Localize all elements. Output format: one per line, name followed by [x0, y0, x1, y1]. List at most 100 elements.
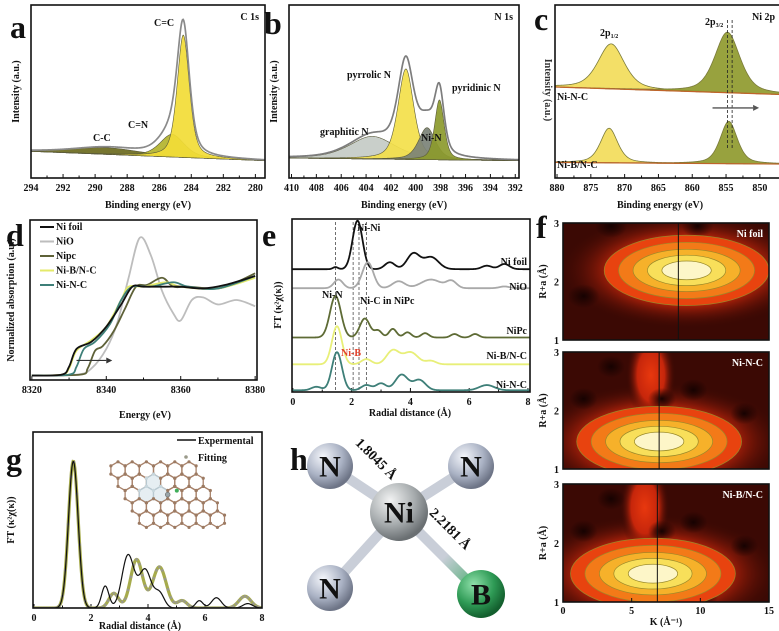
atom-n: [448, 443, 494, 489]
y-axis-label: FT (κ²χ(κ)): [6, 496, 17, 543]
lattice-atom: [187, 460, 191, 464]
lattice-atom: [130, 476, 134, 480]
y-tick-label: 2: [554, 278, 559, 289]
lattice-ring: [138, 510, 155, 529]
lattice-atom: [201, 501, 205, 505]
series-label: Ni-B/N-C: [486, 351, 527, 362]
lattice-atom: [194, 521, 198, 525]
lattice-atom: [109, 464, 113, 468]
fitting-marker: [112, 591, 116, 595]
ni-b-n-structure-model: N N N Ni B: [307, 443, 505, 618]
x-tick-label: 408: [309, 183, 324, 194]
legend-entry: Ni foil: [56, 222, 83, 233]
arrow-head-icon: [106, 357, 113, 364]
atom-n-label: N: [460, 451, 482, 484]
x-axis-label: Binding energy (eV): [361, 200, 447, 211]
lattice-atom: [116, 460, 120, 464]
lattice-atom: [137, 488, 141, 493]
panel-d-frame: [29, 219, 258, 381]
fitting-marker: [126, 588, 130, 592]
x-tick-label: 8380: [245, 385, 265, 396]
lattice-atom: [151, 464, 156, 468]
fitting-marker: [149, 585, 153, 588]
lattice-ring: [181, 510, 197, 529]
fitting-marker: [166, 587, 170, 591]
peak-annotation: Ni-Ni: [357, 223, 381, 234]
contour-level: [661, 260, 712, 281]
heatmap-ni-n-c: [563, 352, 769, 469]
lattice-atom: [173, 476, 177, 480]
peak-annotation: Ni-C in NiPc: [360, 296, 415, 307]
panel-d-plot: [31, 236, 256, 377]
graphene-lattice-inset: [109, 460, 227, 530]
x-axis-label: Binding energy (eV): [617, 200, 703, 211]
fitting-marker: [177, 599, 181, 603]
lattice-atom: [166, 472, 170, 476]
peak-annotation: Ni-N: [322, 290, 343, 301]
x-tick-label: 286: [152, 183, 167, 194]
atom-b: [457, 570, 505, 618]
lattice-atom: [180, 513, 184, 517]
lattice-atom: [215, 501, 220, 505]
legend-entry: Nipc: [56, 251, 77, 262]
x-tick-label: 284: [184, 183, 199, 194]
y-tick-label: 3: [554, 219, 559, 230]
lattice-atom: [123, 488, 127, 493]
fitting-marker: [140, 573, 144, 577]
y-axis-label: R+a (Å): [537, 264, 549, 298]
lattice-atom: [116, 484, 120, 488]
x-tick-label: 402: [383, 183, 398, 194]
series-line-nio: [292, 261, 530, 290]
lattice-atom: [187, 484, 191, 488]
x-tick-label: 400: [408, 183, 423, 194]
panel-label-a: a: [10, 9, 26, 45]
x-axis-label: Binding energy (eV): [105, 200, 191, 211]
panel-title: N 1s: [494, 12, 513, 23]
fitting-marker: [118, 598, 121, 602]
lattice-atom: [201, 525, 205, 530]
fitting-marker: [138, 562, 141, 566]
lattice-atom: [151, 488, 156, 493]
x-tick-label: 282: [216, 183, 231, 194]
heatmap-minimum: [730, 534, 759, 557]
lattice-atom: [173, 460, 177, 464]
lattice-atom: [109, 472, 113, 476]
lattice-b-atom: [174, 488, 179, 493]
legend-entry: Expermental: [198, 436, 254, 447]
fitting-marker: [243, 594, 247, 598]
x-tick-label: 290: [88, 183, 103, 194]
y-tick-label: 2: [554, 539, 559, 550]
lattice-atom: [194, 472, 198, 476]
y-axis-label: Intensity (a.u.): [542, 59, 553, 122]
x-axis-label: Radial distance (Å): [369, 407, 451, 419]
heatmap-title: Ni foil: [737, 229, 764, 240]
lattice-atom: [194, 464, 198, 468]
contour-level: [627, 563, 679, 584]
peak-annotation: Ni-B: [341, 348, 361, 359]
heatmap-minimum: [569, 520, 598, 543]
x-tick-label: 6: [467, 397, 472, 408]
x-tick-label: 880: [550, 183, 565, 194]
fitting-marker: [172, 600, 176, 604]
heatmap-title: Ni-B/N-C: [722, 490, 763, 501]
lattice-atom: [144, 484, 149, 488]
lattice-atom: [116, 476, 120, 480]
x-axis-label: K (Å⁻¹): [650, 616, 682, 628]
heatmap-frame: [562, 483, 770, 603]
x-tick-label: 2: [88, 613, 93, 624]
orbital-label: 2p1/2: [600, 28, 618, 40]
legend-entry: NiO: [56, 237, 74, 248]
lattice-atom: [137, 513, 141, 517]
fitting-marker: [109, 594, 113, 598]
panel-c-axes: 880 875 870 865 860 855 850: [550, 174, 767, 194]
fitting-marker: [234, 602, 238, 606]
atom-ni: [370, 483, 428, 541]
x-tick-label: 8: [525, 397, 530, 408]
lattice-atom: [180, 497, 184, 501]
legend-entry: Ni-B/N-C: [56, 266, 97, 277]
series-line-ni-foil: [292, 219, 530, 271]
baseline-line: [555, 161, 779, 165]
x-tick-label: 2: [349, 397, 354, 408]
x-tick-label: 870: [617, 183, 632, 194]
atom-n: [307, 565, 353, 611]
